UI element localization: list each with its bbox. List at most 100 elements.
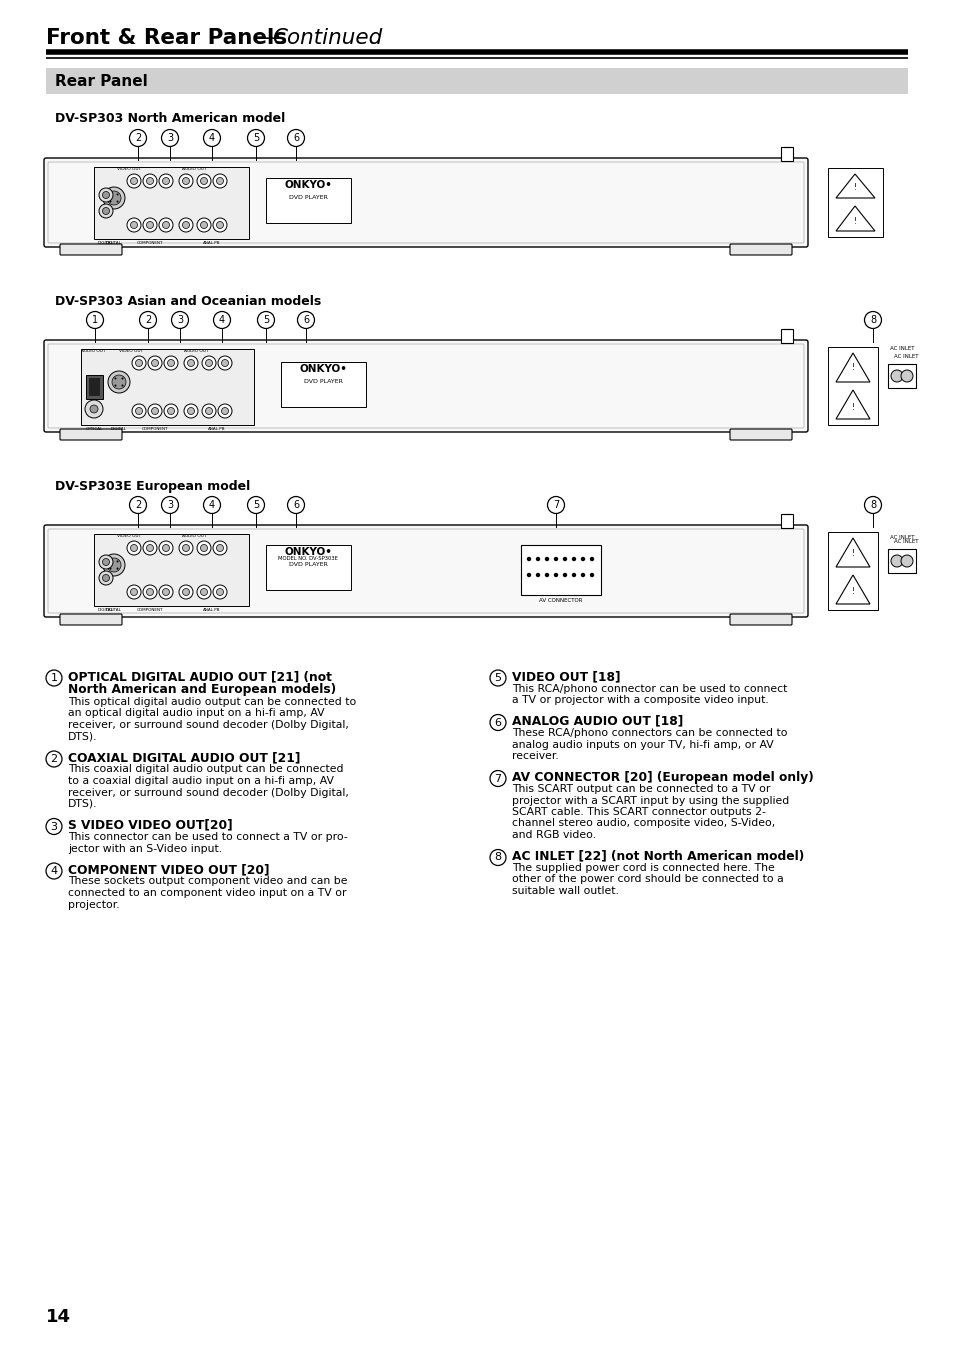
Circle shape xyxy=(200,589,208,596)
Circle shape xyxy=(200,545,208,551)
Circle shape xyxy=(287,129,304,147)
Text: projector.: projector. xyxy=(68,899,119,910)
Text: !: ! xyxy=(851,403,854,411)
Text: 2: 2 xyxy=(51,754,57,764)
Circle shape xyxy=(213,218,227,232)
Circle shape xyxy=(890,555,902,568)
Circle shape xyxy=(161,496,178,514)
Text: 4: 4 xyxy=(209,500,214,510)
Circle shape xyxy=(114,377,116,380)
Circle shape xyxy=(90,404,98,412)
Text: VIDEO OUT: VIDEO OUT xyxy=(117,534,141,538)
Circle shape xyxy=(147,178,153,185)
Circle shape xyxy=(110,194,112,195)
Text: DIGITAL: DIGITAL xyxy=(106,241,122,245)
Text: 8: 8 xyxy=(494,852,501,863)
Text: AC INLET [22] (not North American model): AC INLET [22] (not North American model) xyxy=(512,849,803,863)
Circle shape xyxy=(130,496,147,514)
Circle shape xyxy=(143,218,157,232)
Circle shape xyxy=(562,557,567,561)
Bar xyxy=(46,67,907,94)
Circle shape xyxy=(196,174,211,187)
Text: 5: 5 xyxy=(253,133,259,143)
Text: This connector can be used to connect a TV or pro-: This connector can be used to connect a … xyxy=(68,832,348,842)
Circle shape xyxy=(218,404,232,418)
Text: receiver.: receiver. xyxy=(512,751,558,762)
Bar xyxy=(520,545,600,594)
Circle shape xyxy=(107,558,121,572)
Circle shape xyxy=(99,187,112,202)
Text: DTS).: DTS). xyxy=(68,799,97,809)
Text: 6: 6 xyxy=(293,133,298,143)
FancyBboxPatch shape xyxy=(60,613,122,625)
Circle shape xyxy=(202,356,215,369)
Circle shape xyxy=(203,129,220,147)
Circle shape xyxy=(179,174,193,187)
Circle shape xyxy=(863,311,881,329)
Circle shape xyxy=(213,311,231,329)
Text: to a coaxial digital audio input on a hi-fi amp, AV: to a coaxial digital audio input on a hi… xyxy=(68,776,334,786)
Circle shape xyxy=(168,360,174,367)
Circle shape xyxy=(110,561,112,562)
Circle shape xyxy=(554,573,558,577)
Circle shape xyxy=(162,589,170,596)
Circle shape xyxy=(544,573,549,577)
Circle shape xyxy=(179,218,193,232)
Circle shape xyxy=(143,174,157,187)
Text: OPTICAL DIGITAL AUDIO OUT [21] (not: OPTICAL DIGITAL AUDIO OUT [21] (not xyxy=(68,670,332,683)
Text: COMPONENT VIDEO OUT [20]: COMPONENT VIDEO OUT [20] xyxy=(68,863,269,876)
Circle shape xyxy=(46,751,62,767)
Circle shape xyxy=(172,311,189,329)
Text: AUDIO OUT: AUDIO OUT xyxy=(81,349,105,353)
Circle shape xyxy=(205,407,213,414)
Circle shape xyxy=(490,849,505,865)
Text: VIDEO OUT [18]: VIDEO OUT [18] xyxy=(512,670,619,683)
Text: ONKYO•: ONKYO• xyxy=(284,181,332,190)
Bar xyxy=(887,549,915,573)
Circle shape xyxy=(99,555,112,569)
Circle shape xyxy=(589,573,594,577)
Circle shape xyxy=(112,375,126,390)
Circle shape xyxy=(102,191,110,198)
Circle shape xyxy=(221,360,229,367)
Circle shape xyxy=(130,129,147,147)
Circle shape xyxy=(116,568,118,570)
Bar xyxy=(89,377,100,396)
Text: AV CONNECTOR: AV CONNECTOR xyxy=(538,599,582,603)
Circle shape xyxy=(168,407,174,414)
Circle shape xyxy=(131,545,137,551)
Text: receiver, or surround sound decoder (Dolby Digital,: receiver, or surround sound decoder (Dol… xyxy=(68,787,349,798)
Text: 8: 8 xyxy=(869,500,875,510)
Bar xyxy=(266,545,351,590)
Text: projector with a SCART input by using the supplied: projector with a SCART input by using th… xyxy=(512,795,788,806)
Text: DIGITAL: DIGITAL xyxy=(98,608,113,612)
Circle shape xyxy=(580,573,584,577)
Text: COMPONENT: COMPONENT xyxy=(142,427,168,431)
Circle shape xyxy=(589,557,594,561)
Circle shape xyxy=(562,573,567,577)
Circle shape xyxy=(102,574,110,581)
Circle shape xyxy=(127,218,141,232)
Circle shape xyxy=(900,555,912,568)
Text: 6: 6 xyxy=(303,315,309,325)
Text: AC INLET: AC INLET xyxy=(889,535,913,541)
Circle shape xyxy=(127,585,141,599)
Text: AC INLET: AC INLET xyxy=(893,355,918,359)
Circle shape xyxy=(147,589,153,596)
Circle shape xyxy=(526,573,531,577)
Bar xyxy=(781,147,792,160)
Text: an optical digital audio input on a hi-fi amp, AV: an optical digital audio input on a hi-f… xyxy=(68,709,324,718)
Circle shape xyxy=(161,129,178,147)
Circle shape xyxy=(132,404,146,418)
FancyBboxPatch shape xyxy=(60,429,122,439)
Circle shape xyxy=(148,356,162,369)
Circle shape xyxy=(490,714,505,731)
Circle shape xyxy=(131,178,137,185)
Text: 8: 8 xyxy=(869,315,875,325)
Circle shape xyxy=(216,589,223,596)
Circle shape xyxy=(257,311,274,329)
Text: a TV or projector with a composite video input.: a TV or projector with a composite video… xyxy=(512,696,768,705)
Text: analog audio inputs on your TV, hi-fi amp, or AV: analog audio inputs on your TV, hi-fi am… xyxy=(512,740,773,749)
Circle shape xyxy=(131,589,137,596)
Circle shape xyxy=(152,360,158,367)
